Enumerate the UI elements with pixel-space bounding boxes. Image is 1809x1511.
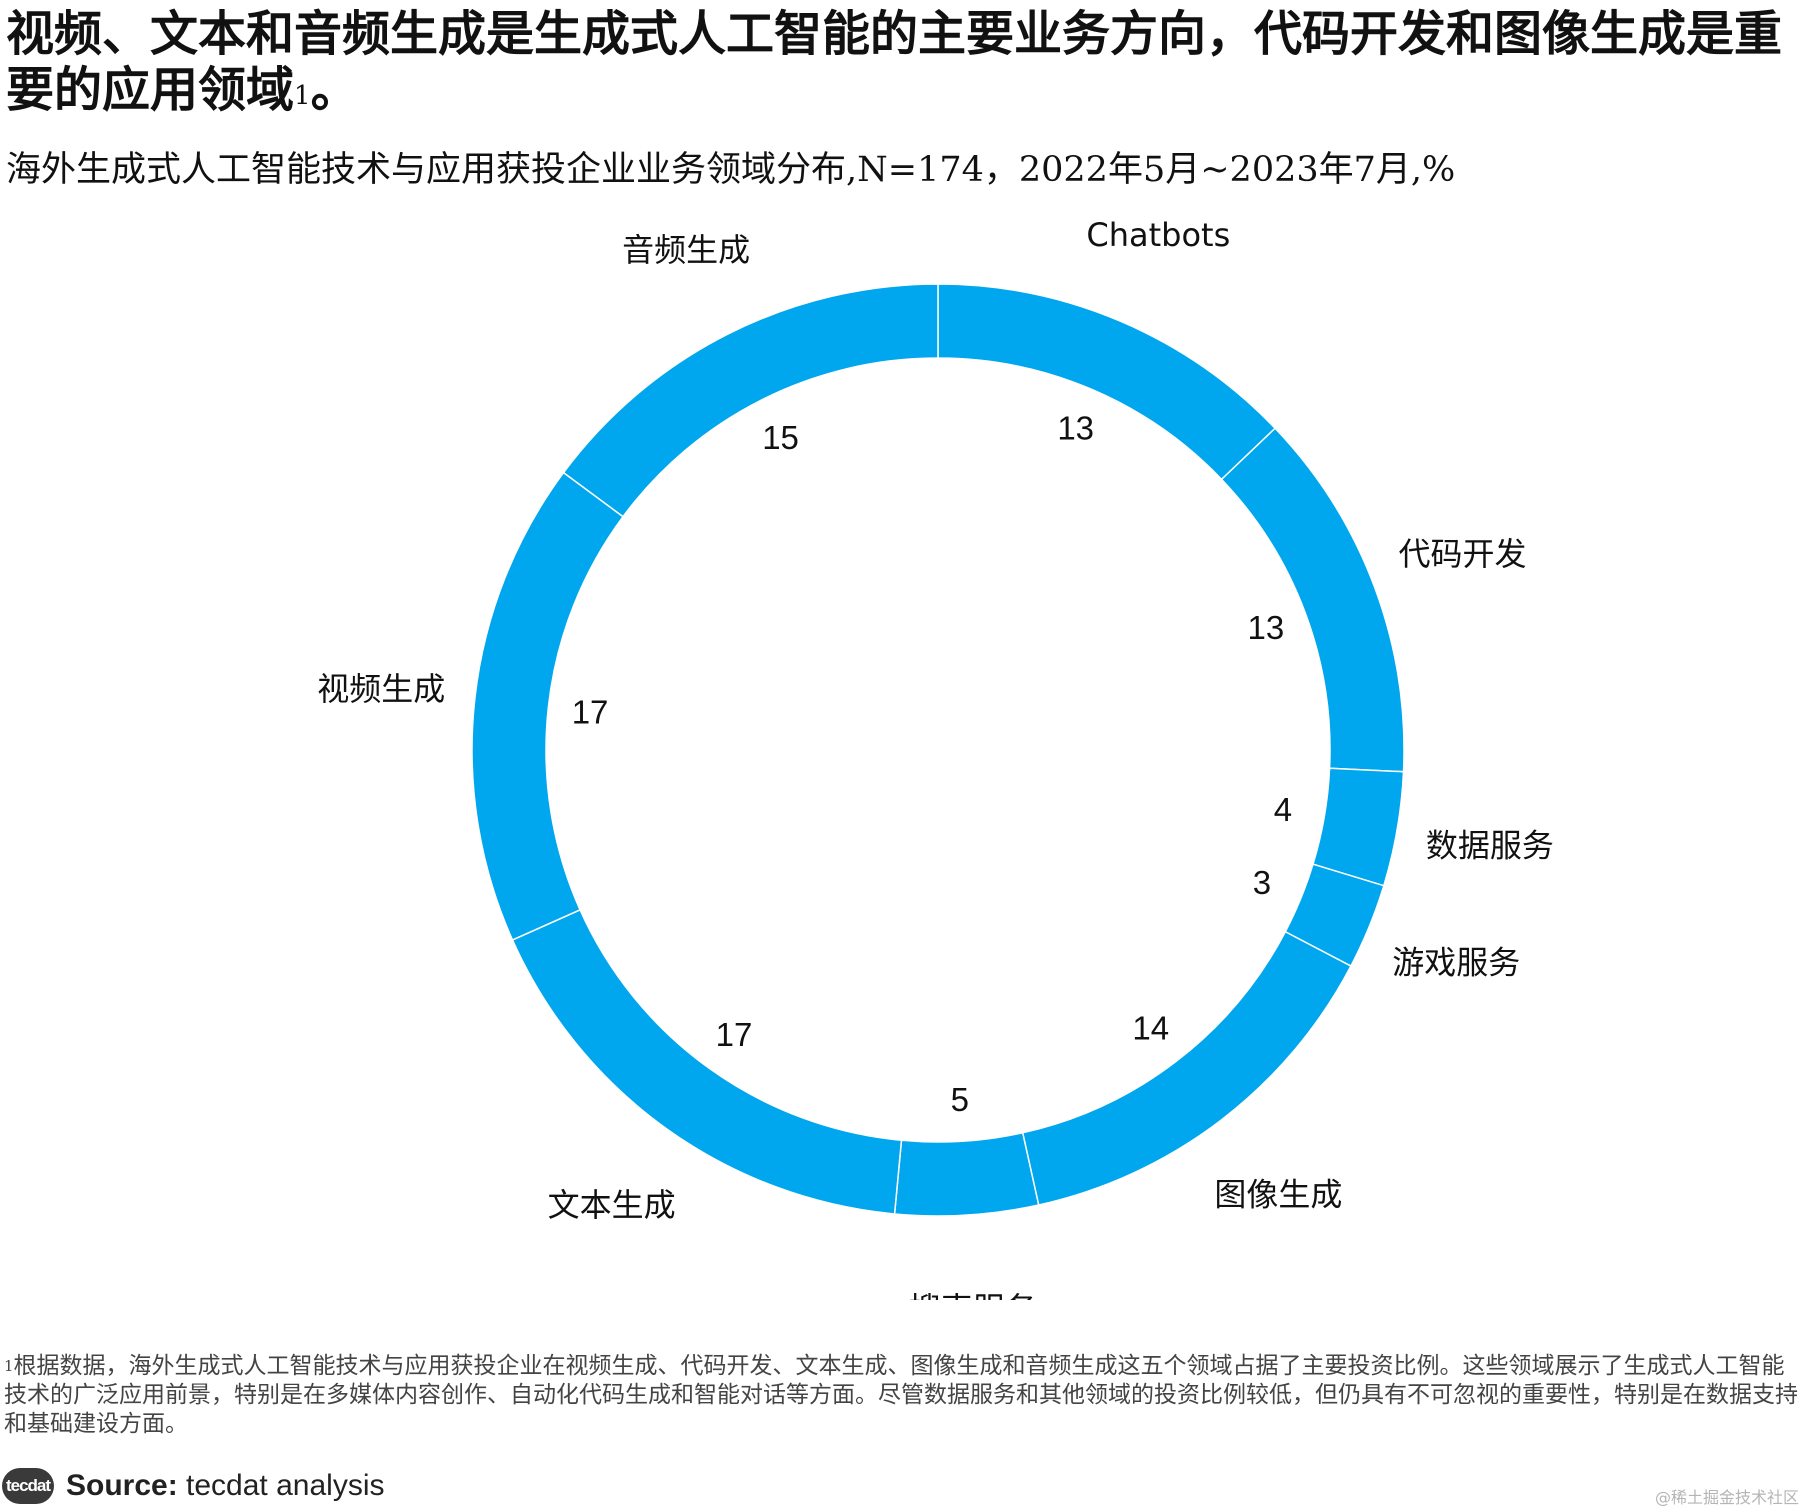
value-label-3: 3 — [1253, 864, 1271, 901]
category-labels: Chatbots 代码开发数据服务游戏服务图像生成搜索服务 文本生成 视频生成 音频生成 — [317, 216, 1554, 1300]
tecdat-logo: tecdat — [2, 1468, 54, 1504]
source-line: tecdat Source: tecdat analysis — [2, 1468, 384, 1504]
footnote: 1根据数据，海外生成式人工智能技术与应用获投企业在视频生成、代码开发、文本生成、… — [4, 1352, 1804, 1439]
source-text: Source: tecdat analysis — [66, 1469, 384, 1503]
watermark: @稀土掘金技术社区 — [1654, 1488, 1799, 1507]
value-labels: 13 13 43 14 5 17 17 15 — [572, 410, 1292, 1118]
category-label-8: 音频生成 — [622, 231, 750, 269]
slice-8 — [562, 283, 939, 518]
title-end: 。 — [310, 62, 359, 118]
value-label-6: 17 — [716, 1016, 753, 1053]
slice-0 — [937, 283, 1277, 481]
footnote-marker: 1 — [4, 1357, 14, 1375]
value-label-7: 17 — [572, 693, 609, 730]
footnote-text: 根据数据，海外生成式人工智能技术与应用获投企业在视频生成、代码开发、文本生成、图… — [4, 1353, 1798, 1437]
category-label-1: 代码开发 — [1399, 535, 1527, 573]
title-footnote-marker: 1 — [294, 81, 311, 111]
donut-chart: 13 13 43 14 5 17 17 15 Chatbots 代码开发数据服务游戏服务图像生成… — [317, 216, 1554, 1300]
slice-6 — [511, 908, 903, 1215]
category-label-6: 文本生成 — [548, 1186, 676, 1224]
value-label-4: 14 — [1132, 1009, 1169, 1046]
value-label-1: 13 — [1247, 609, 1284, 646]
value-label-0: 13 — [1057, 410, 1094, 447]
value-label-5: 5 — [951, 1081, 969, 1118]
slice-5 — [893, 1131, 1040, 1217]
category-label-5: 搜索服务 — [909, 1290, 1037, 1300]
logo-text: tecdat — [5, 1476, 51, 1495]
value-label-2: 4 — [1274, 791, 1292, 828]
category-label-7: 视频生成 — [317, 670, 445, 708]
donut-slices — [471, 283, 1405, 1217]
slice-1 — [1220, 427, 1405, 773]
category-label-2: 数据服务 — [1426, 826, 1554, 864]
slice-4 — [1021, 930, 1352, 1206]
title-text: 视频、文本和音频生成是生成式人工智能的主要业务方向，代码开发和图像生成是重要的应… — [6, 6, 1783, 118]
chart-title: 视频、文本和音频生成是生成式人工智能的主要业务方向，代码开发和图像生成是重要的应… — [6, 6, 1806, 118]
category-label-3: 游戏服务 — [1392, 943, 1520, 981]
source-value: tecdat analysis — [177, 1469, 385, 1502]
value-label-8: 15 — [762, 419, 799, 456]
category-label-0: Chatbots — [1086, 216, 1230, 254]
source-label: Source: — [66, 1469, 178, 1502]
category-label-4: 图像生成 — [1214, 1176, 1342, 1214]
chart-subtitle: 海外生成式人工智能技术与应用获投企业业务领域分布,N=174，2022年5月~2… — [6, 150, 1456, 190]
